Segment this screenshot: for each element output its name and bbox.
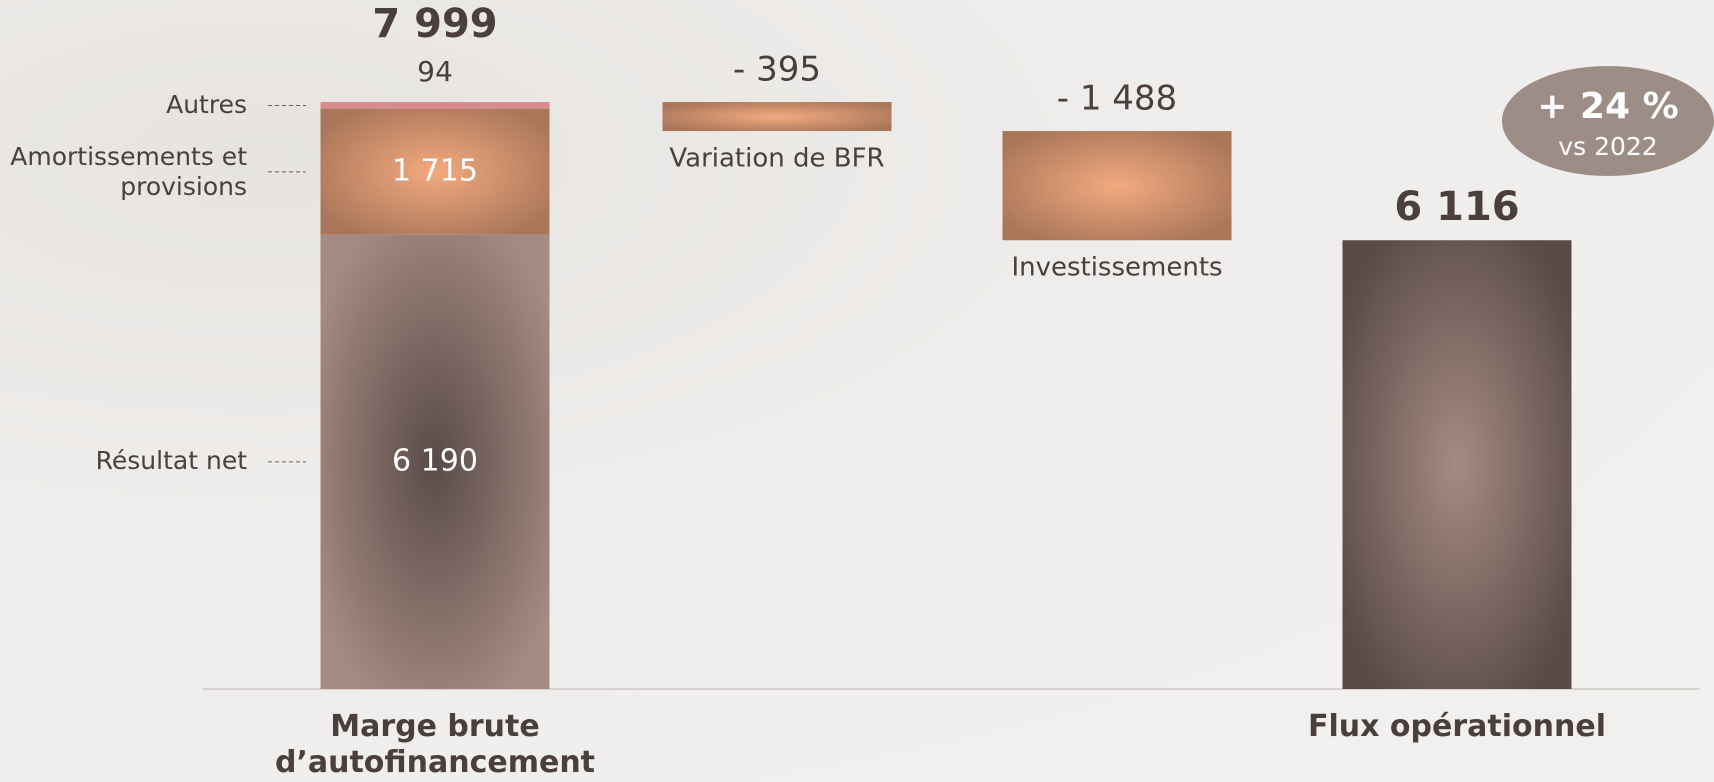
series-label: Amortissements et provisions bbox=[0, 142, 247, 202]
category-label: Marge brute d’autofinancement bbox=[265, 709, 605, 781]
category-label: Flux opérationnel bbox=[1287, 709, 1627, 745]
total-label: 7 999 bbox=[372, 1, 497, 47]
value-label: - 395 bbox=[733, 50, 821, 90]
value-label: - 1 488 bbox=[1057, 79, 1177, 119]
segment-value-label: 6 190 bbox=[392, 443, 478, 478]
segment-value-label: 1 715 bbox=[392, 153, 478, 188]
bar bbox=[663, 102, 892, 131]
step-label: Variation de BFR bbox=[669, 144, 884, 174]
badge-subtext: vs 2022 bbox=[1558, 132, 1657, 161]
total-label: 6 116 bbox=[1394, 184, 1519, 230]
series-label: Résultat net bbox=[0, 446, 247, 476]
page: 6 190 1 715 94 7 999 - 395 Variation de BFR - … bbox=[0, 0, 1714, 782]
badge-text: + 24 % bbox=[1537, 86, 1678, 127]
chart: 6 190 1 715 94 7 999 - 395 Variation de BFR - … bbox=[0, 0, 1714, 782]
step-label: Investissements bbox=[1011, 253, 1222, 283]
segment-value-label: 94 bbox=[417, 55, 453, 88]
bar-segment bbox=[321, 102, 550, 109]
series-label: Autres bbox=[0, 90, 247, 120]
bar bbox=[1343, 240, 1572, 689]
bar bbox=[1003, 131, 1232, 240]
